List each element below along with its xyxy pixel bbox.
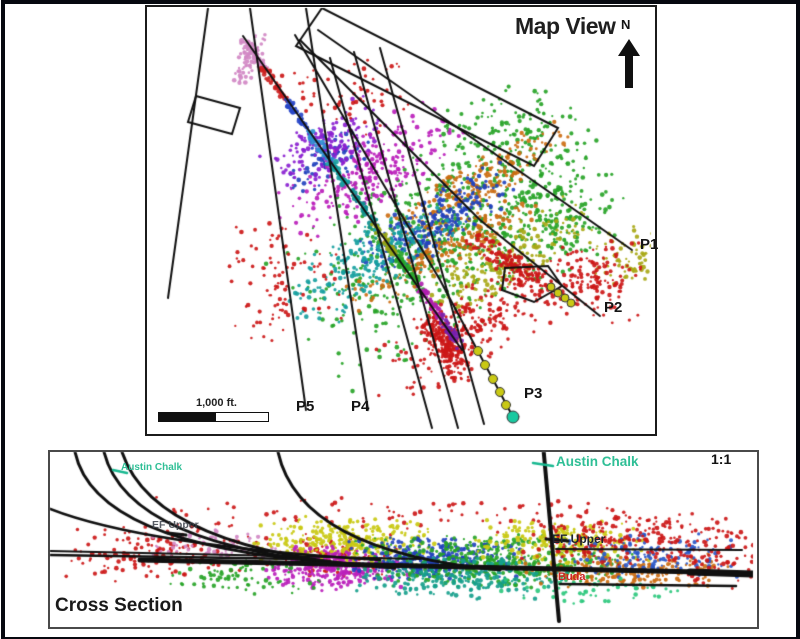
scale-bar	[158, 412, 269, 422]
cross-section-title: Cross Section	[55, 595, 183, 616]
scale-bar-filled	[158, 412, 216, 422]
scale-bar-label: 1,000 ft.	[196, 397, 237, 409]
well-label-p2: P2	[604, 299, 623, 316]
north-label: N	[621, 17, 631, 32]
well-label-p3: P3	[524, 385, 543, 402]
formation-label-buda: Buda	[558, 571, 586, 583]
north-arrow-icon	[616, 39, 642, 89]
formation-label-ef-upper-left: EF Upper	[152, 519, 199, 531]
well-label-p4: P4	[351, 398, 370, 415]
map-view-title: Map View	[515, 13, 616, 39]
scale-bar-empty	[216, 412, 269, 422]
formation-label-ef-upper-right: EF Upper	[552, 532, 606, 546]
north-arrow-stem	[625, 56, 633, 88]
formation-label-austin-chalk-right: Austin Chalk	[556, 454, 639, 469]
well-label-p5: P5	[296, 398, 315, 415]
formation-label-austin-chalk-left: Austin Chalk	[121, 462, 183, 473]
north-arrow-head	[618, 39, 640, 56]
scale-ratio-label: 1:1	[711, 451, 732, 467]
well-label-p1: P1	[640, 236, 659, 253]
